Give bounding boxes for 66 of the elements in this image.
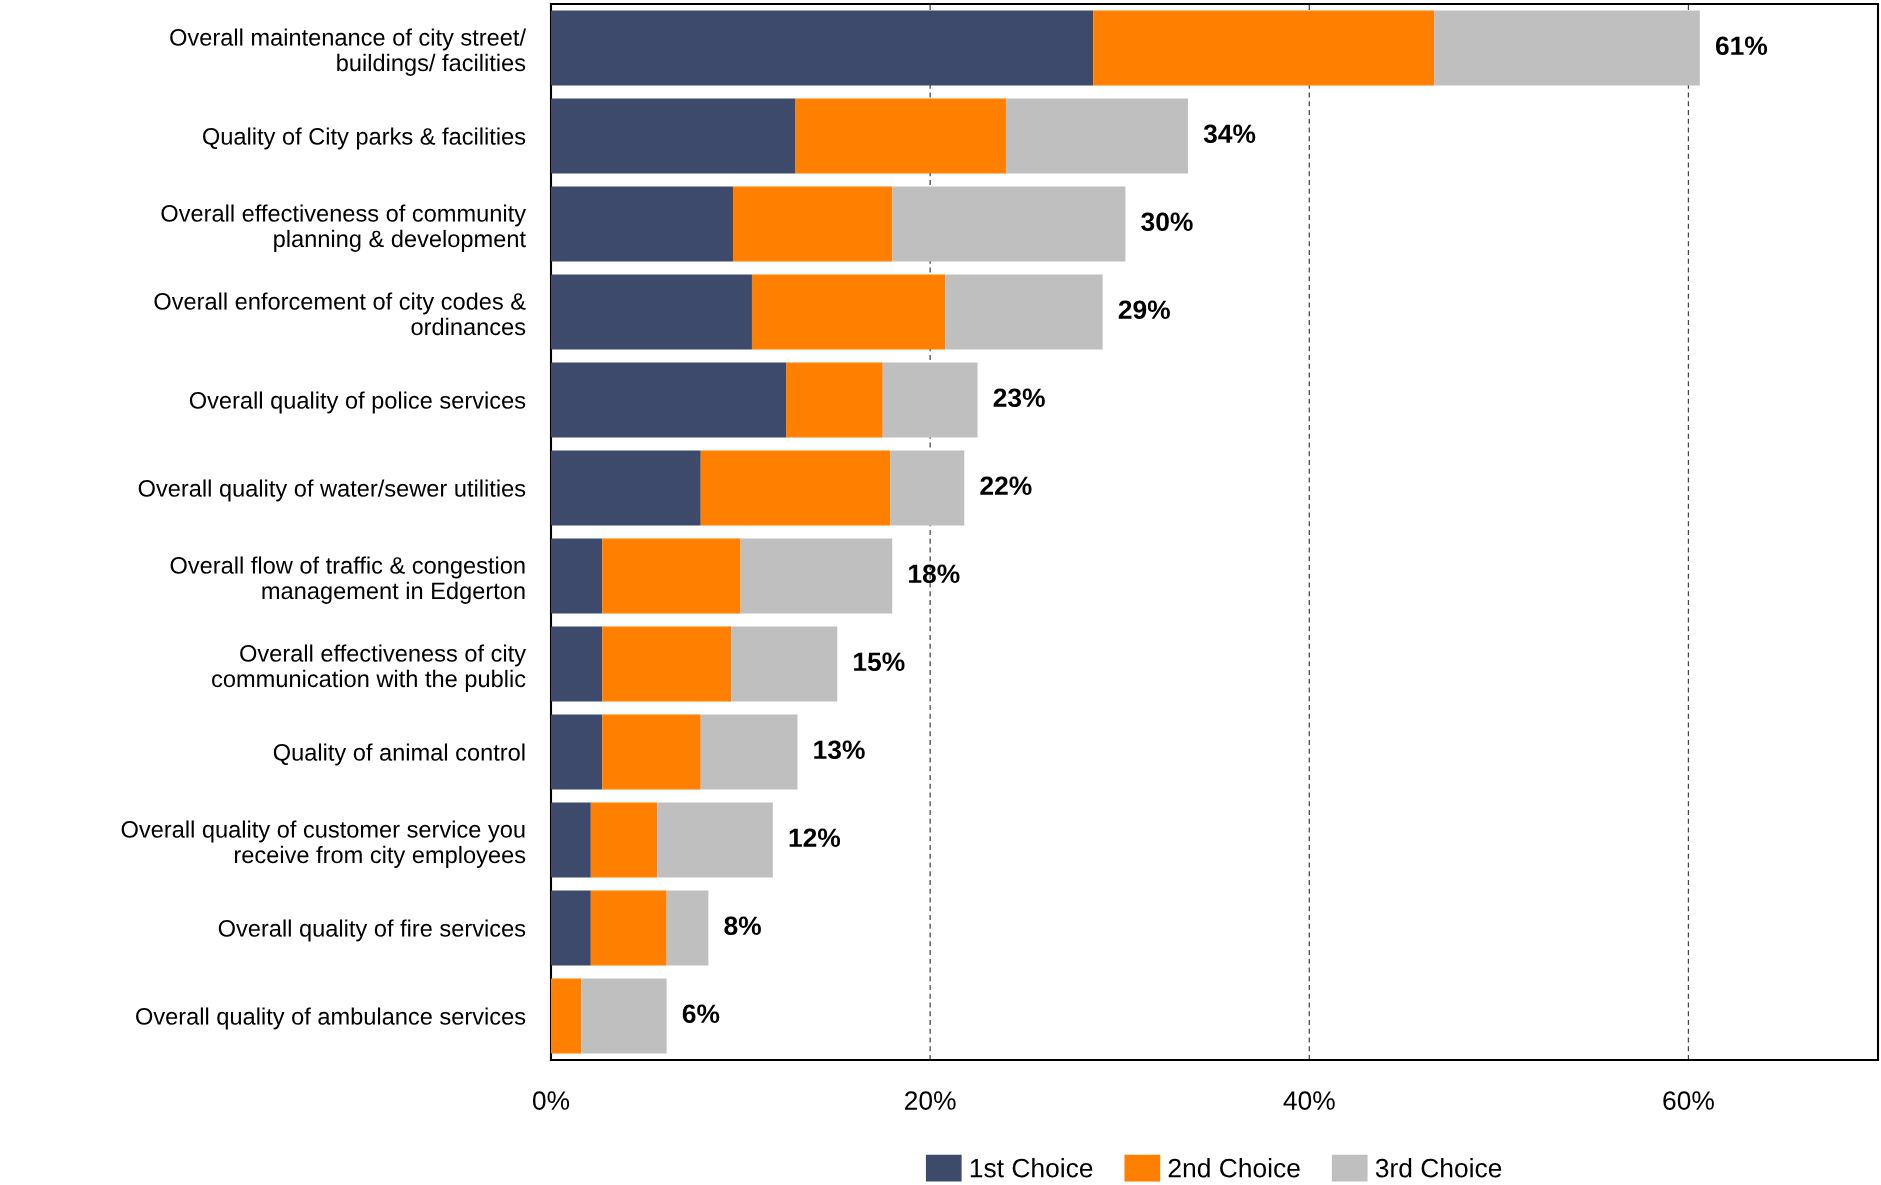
total-label: 8% [724,916,761,936]
y-tick-label: Overall quality of water/sewer utilities [138,479,526,502]
total-label: 30% [1141,212,1193,232]
y-tick-label: Overall enforcement of city codes & ordinances [154,292,526,336]
bar [700,450,891,526]
bar [602,714,701,790]
bar [945,274,1103,350]
bar [1093,10,1435,86]
x-tick-label: 20% [905,1091,956,1110]
bar [795,98,1006,174]
bar [731,626,838,702]
bar [551,98,796,174]
y-tick-label: Quality of animal control [273,743,525,766]
bar [551,538,603,614]
total-label: 34% [1203,124,1256,144]
x-tick-label: 40% [1283,1091,1335,1110]
bar [602,538,741,614]
legend-label: 2nd Choice [1168,1158,1300,1178]
bar [551,362,787,438]
total-label: 18% [909,564,960,584]
bar [882,362,978,438]
y-tick-label: Overall quality of customer service you receive from city employees [121,820,526,868]
y-tick-label: Overall quality of police services [189,391,526,414]
bar [551,274,752,350]
bar [892,186,1126,262]
y-tick-label: Overall maintenance of city street/ buildings/ facilities [170,28,527,76]
bar [551,186,733,262]
bar [590,890,667,966]
bar [551,10,1094,86]
bar [551,978,582,1054]
total-label: 22% [980,476,1032,496]
bar [740,538,893,614]
legend-label: 1st Choice [970,1158,1093,1178]
bar [732,186,893,262]
bar [590,802,658,878]
y-tick-label: Overall quality of fire services [218,919,526,942]
bar [1005,98,1188,174]
bar [551,450,701,526]
total-label: 23% [993,388,1045,408]
total-label: 15% [854,652,905,672]
total-label: 29% [1118,300,1170,320]
x-tick-label: 60% [1663,1091,1714,1110]
bar [751,274,946,350]
total-label: 6% [682,1004,720,1024]
y-tick-label: Overall effectiveness of city communication with the public [212,644,526,692]
bar [700,714,798,790]
bar [890,450,965,526]
bar [657,802,773,878]
y-tick-label: Overall effectiveness of community planning & development [161,204,526,252]
y-tick-label: Overall quality of ambulance services [136,1007,526,1030]
total-label: 12% [789,828,841,848]
bar [602,626,732,702]
bar [551,626,603,702]
bar [551,890,591,966]
bar [1434,10,1700,86]
x-tick-label: 0% [532,1091,570,1110]
bar [786,362,883,438]
bar [551,802,591,878]
total-label: 61% [1715,36,1768,56]
bar [551,714,603,790]
total-label: 13% [814,740,865,760]
legend-label: 3rd Choice [1375,1158,1502,1178]
bar [581,978,667,1054]
y-tick-label: Overall flow of traffic & congestion management in Edgerton [170,556,525,604]
y-tick-label: Quality of City parks & facilities [203,127,526,150]
bar [666,890,709,966]
